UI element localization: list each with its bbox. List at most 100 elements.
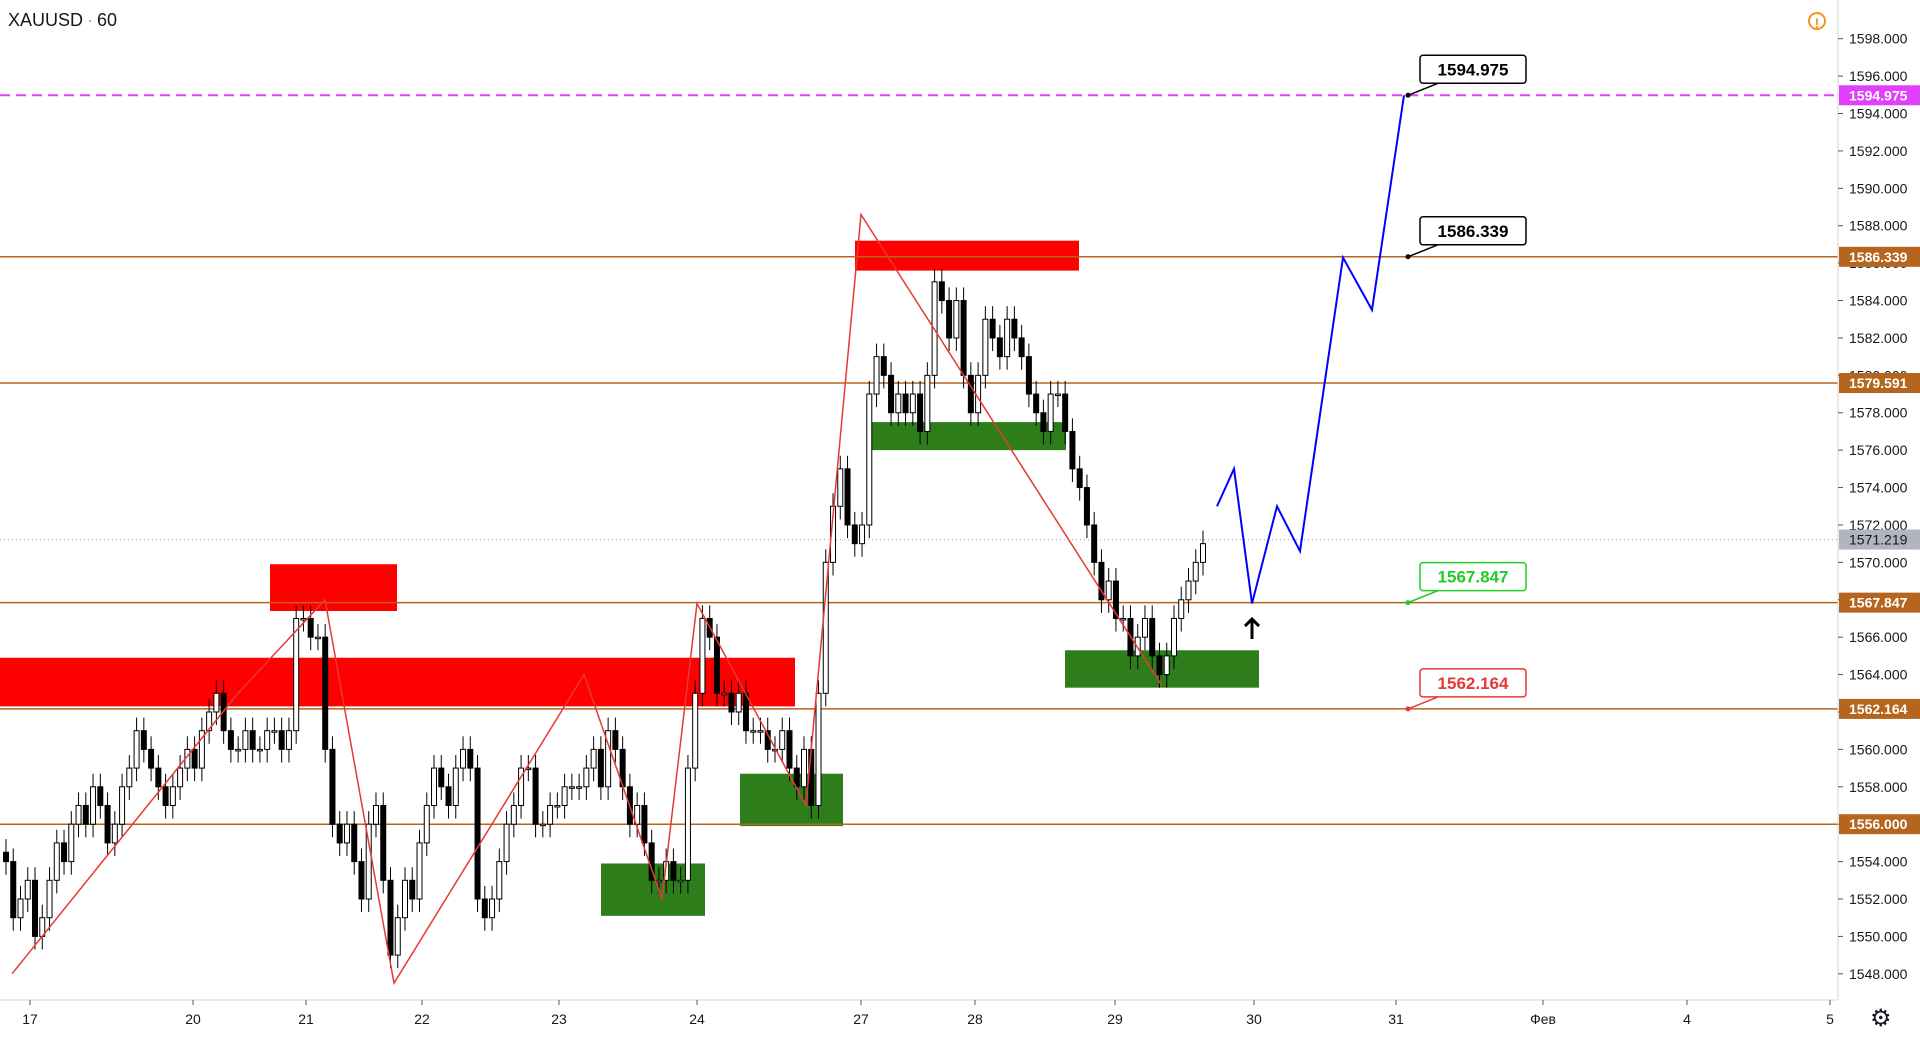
- candle-body: [996, 337, 1003, 358]
- candle-body: [1170, 617, 1177, 657]
- candle-body: [801, 748, 807, 788]
- candle-body: [452, 767, 459, 806]
- candle-body: [692, 692, 699, 769]
- time-tick-label: 31: [1388, 1011, 1404, 1027]
- candle-body: [82, 804, 89, 825]
- candle-body: [917, 393, 924, 432]
- candle-body: [837, 468, 844, 507]
- candle-body: [126, 767, 133, 788]
- candle-body: [655, 879, 662, 883]
- candle-body: [873, 356, 880, 395]
- candle-body: [1004, 318, 1011, 358]
- symbol-label[interactable]: XAUUSD: [8, 10, 84, 30]
- candle-body: [365, 823, 372, 900]
- level-price-label: [1839, 698, 1920, 719]
- level-price-text: 1586.339: [1849, 249, 1908, 265]
- callout-box: [1419, 668, 1527, 698]
- candle-body: [97, 786, 104, 806]
- candle-body: [111, 823, 118, 844]
- candle-body: [75, 804, 82, 825]
- time-tick-label: 30: [1246, 1011, 1262, 1027]
- candle-body: [148, 748, 155, 769]
- candle-body: [343, 823, 350, 844]
- candle-body: [1156, 655, 1163, 676]
- axis-tick-label: 1566.000: [1849, 629, 1908, 645]
- axis-tick-label: 1584.000: [1849, 293, 1908, 309]
- zigzag-layer: [11, 212, 1163, 986]
- candle-body: [460, 748, 467, 769]
- candle-body: [1105, 580, 1112, 601]
- callouts-layer: 1594.975 1586.339 1567.847 1562.164: [1405, 54, 1527, 712]
- candle-body: [372, 804, 379, 825]
- time-tick-label: 20: [185, 1011, 201, 1027]
- candle-body: [1083, 487, 1090, 526]
- candle-body: [53, 842, 60, 881]
- candle-body: [844, 468, 851, 526]
- candle-body: [808, 748, 815, 806]
- candle-body: [634, 804, 641, 825]
- candle-body: [1163, 655, 1170, 676]
- demand-zone: [740, 773, 843, 827]
- candle-body: [953, 300, 960, 339]
- level-price-label: [1839, 246, 1920, 267]
- candle-body: [155, 767, 162, 788]
- candle-body: [583, 767, 590, 788]
- current-price-text: 1571.219: [1849, 532, 1908, 548]
- current-price-label: [1839, 529, 1920, 550]
- gear-icon[interactable]: ⚙: [1870, 1005, 1892, 1032]
- candle-body: [481, 898, 488, 919]
- candle-body: [1025, 356, 1032, 395]
- candle-body: [1062, 393, 1069, 432]
- candle-body: [554, 804, 561, 808]
- candle-body: [670, 861, 677, 881]
- candle-body: [750, 730, 757, 733]
- candle-body: [1112, 580, 1119, 619]
- price-axis[interactable]: 1548.000 1550.000 1552.000 1554.000 1556.000…: [1837, 0, 1920, 1000]
- candle-body: [503, 823, 510, 863]
- candle-body: [394, 917, 401, 956]
- candle-body: [387, 879, 394, 956]
- zones-layer: [0, 240, 1259, 916]
- candle-body: [133, 730, 140, 769]
- candle-body: [198, 730, 205, 769]
- candle-body: [438, 767, 445, 788]
- candle-body: [169, 786, 176, 806]
- candles-layer: [3, 268, 1206, 969]
- candle-body: [322, 636, 329, 750]
- candle-body: [293, 617, 300, 732]
- warning-icon[interactable]: !: [1808, 12, 1826, 31]
- time-tick-label: 27: [853, 1011, 869, 1027]
- candle-body: [684, 767, 691, 881]
- interval-label[interactable]: 60: [97, 10, 118, 30]
- candle-body: [859, 524, 866, 545]
- time-tick-label: 23: [551, 1011, 567, 1027]
- level-price-text: 1579.591: [1849, 375, 1908, 391]
- candle-body: [409, 879, 416, 900]
- candle-body: [677, 879, 684, 883]
- candle-body: [10, 861, 17, 919]
- candle-body: [851, 524, 858, 545]
- axis-tick-label: 1578.000: [1849, 405, 1908, 421]
- candle-body: [314, 636, 321, 640]
- candle-body: [162, 786, 169, 806]
- candle-body: [1054, 393, 1061, 397]
- candle-body: [590, 748, 597, 769]
- candle-body: [177, 767, 184, 788]
- candle-body: [576, 786, 583, 789]
- candle-body: [539, 823, 546, 827]
- candle-body: [213, 692, 220, 713]
- candle-body: [206, 711, 213, 732]
- axis-tick-label: 1552.000: [1849, 891, 1908, 907]
- axis-tick-label: 1598.000: [1849, 31, 1908, 47]
- candle-body: [735, 692, 742, 713]
- callout-anchor: [1405, 254, 1411, 260]
- callout-text: 1562.164: [1438, 674, 1509, 693]
- time-axis[interactable]: 17 20 21 22 23 24 27 28 29 30 31 Фев 4 5: [0, 999, 1838, 1027]
- chart-header[interactable]: XAUUSD · 60: [8, 10, 117, 31]
- candle-body: [17, 898, 24, 919]
- candle-body: [431, 767, 438, 806]
- level-price-text: 1562.164: [1849, 701, 1908, 717]
- candle-body: [358, 861, 365, 900]
- candle-body: [467, 748, 474, 769]
